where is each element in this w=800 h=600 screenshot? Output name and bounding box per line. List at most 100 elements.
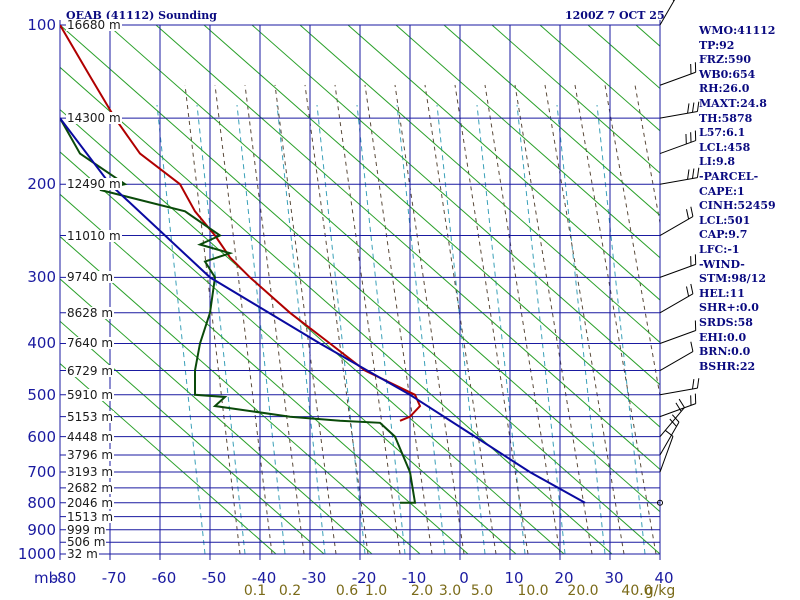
mixing-ratio-label: 40.0 bbox=[621, 583, 653, 599]
barb-staff bbox=[659, 263, 696, 278]
sounding-index: LCL:458 bbox=[699, 140, 751, 154]
mixing-ratio-label: 10.0 bbox=[517, 583, 549, 599]
mixing-ratio-lines bbox=[156, 104, 646, 554]
pressure-tick-label: 400 bbox=[27, 334, 56, 353]
barb-feather bbox=[671, 414, 680, 423]
mixing-ratio-unit: g/kg bbox=[644, 583, 676, 599]
pressure-tick-label: 900 bbox=[27, 520, 56, 539]
height-label: 2682 m bbox=[66, 480, 115, 495]
barb-feather bbox=[692, 379, 695, 390]
wind-barb bbox=[659, 378, 700, 396]
sounding-index: WB0:654 bbox=[699, 67, 756, 81]
dry-adiabat-line bbox=[60, 235, 421, 554]
barb-feather bbox=[696, 378, 700, 389]
sounding-index: CAP:9.7 bbox=[699, 228, 748, 242]
sounding-index: WMO:41112 bbox=[699, 24, 776, 37]
sounding-line-3 bbox=[60, 117, 586, 504]
barb-feather bbox=[675, 402, 682, 412]
barb-staff bbox=[659, 330, 696, 344]
wind-barb bbox=[659, 283, 694, 314]
dry-adiabat-line bbox=[299, 25, 660, 344]
mixing-ratio-line bbox=[276, 104, 326, 554]
height-label: 506 m bbox=[66, 535, 107, 550]
sounding-index: -PARCEL- bbox=[699, 170, 759, 183]
temperature-tick-label: 40 bbox=[654, 569, 674, 587]
sounding-index: BRN:0.0 bbox=[699, 345, 751, 359]
height-label: 14300 m bbox=[66, 111, 122, 126]
barb-staff bbox=[659, 216, 694, 236]
dry-adiabat-line bbox=[203, 25, 660, 428]
temperature-tick-label: -20 bbox=[351, 569, 377, 587]
wind-barb bbox=[659, 398, 685, 437]
barb-staff bbox=[659, 0, 676, 26]
sounding-index: CINH:52459 bbox=[699, 199, 776, 213]
chart-title: OEAB (41112) Sounding bbox=[66, 9, 217, 22]
moist-adiabat-line bbox=[574, 84, 657, 554]
barb-feather bbox=[692, 168, 695, 179]
barb-feather bbox=[690, 283, 694, 294]
pressure-tick-label: 700 bbox=[27, 463, 56, 482]
temperature-tick-label: 10 bbox=[504, 569, 524, 587]
barb-feather bbox=[686, 286, 690, 297]
height-label: 32 m bbox=[66, 547, 99, 561]
height-label: 16680 m bbox=[66, 18, 122, 32]
mixing-ratio-label: 20.0 bbox=[567, 583, 599, 599]
mixing-ratio-label: 2.0 bbox=[410, 583, 434, 599]
height-label: 12490 m bbox=[66, 177, 122, 192]
mixing-ratio-line bbox=[196, 104, 246, 554]
moist-adiabat-line bbox=[364, 84, 433, 554]
temperature-tick-label: -60 bbox=[151, 569, 177, 587]
moist-adiabat-line bbox=[454, 84, 529, 554]
moist-adiabat-line bbox=[334, 84, 401, 554]
dry-adiabat-line bbox=[539, 25, 660, 132]
pressure-tick-label: 600 bbox=[27, 427, 56, 446]
sounding-index: FRZ:590 bbox=[699, 53, 752, 67]
temperature-tick-label: -30 bbox=[301, 569, 327, 587]
wind-barb bbox=[659, 0, 676, 26]
barb-feather bbox=[669, 418, 677, 427]
dry-adiabat-line bbox=[155, 25, 660, 471]
moist-adiabat-lines bbox=[184, 84, 660, 554]
wind-barbs bbox=[657, 0, 700, 506]
dry-adiabat-line bbox=[780, 25, 800, 554]
dry-adiabat-line bbox=[60, 151, 517, 554]
dry-adiabat-line bbox=[395, 25, 660, 259]
barb-staff bbox=[659, 293, 694, 314]
mixing-ratio-label: 1.0 bbox=[364, 583, 388, 599]
temperature-tick-label: -70 bbox=[101, 569, 127, 587]
pressure-tick-label: 200 bbox=[27, 175, 56, 194]
moist-adiabat-line bbox=[304, 84, 369, 554]
isotherm-lines bbox=[59, 20, 661, 560]
chart-datetime: 1200Z 7 OCT 25 bbox=[565, 9, 665, 22]
dry-adiabat-line bbox=[60, 362, 277, 554]
sounding-line-2 bbox=[60, 117, 417, 504]
barb-feather bbox=[686, 209, 690, 220]
moist-adiabat-line bbox=[604, 84, 660, 399]
mixing-ratio-line bbox=[596, 104, 646, 554]
sounding-index: SHR+:0.0 bbox=[699, 301, 759, 315]
wind-barb bbox=[659, 341, 694, 371]
wind-barb bbox=[659, 414, 680, 456]
mixing-ratio-label: 5.0 bbox=[470, 583, 494, 599]
mixing-ratio-line bbox=[396, 104, 446, 554]
wind-barb bbox=[659, 206, 694, 236]
sounding-index: LCL:501 bbox=[699, 213, 751, 227]
temperature-tick-label: 20 bbox=[554, 569, 574, 587]
mixing-ratio-line bbox=[316, 104, 366, 554]
sounding-index: L57:6.1 bbox=[699, 126, 746, 140]
barb-feather bbox=[690, 341, 694, 352]
wind-barb bbox=[659, 167, 700, 185]
sounding-index: -WIND- bbox=[699, 257, 745, 271]
sounding-line-1 bbox=[60, 25, 422, 422]
mixing-ratio-label: 3.0 bbox=[438, 583, 462, 599]
dry-adiabat-line bbox=[443, 25, 660, 217]
dry-adiabat-line bbox=[60, 278, 373, 554]
barb-staff bbox=[659, 403, 696, 418]
barb-staff bbox=[659, 421, 680, 456]
dry-adiabat-line bbox=[491, 25, 660, 174]
pressure-tick-label: 1000 bbox=[17, 545, 56, 563]
height-label: 3193 m bbox=[66, 465, 115, 480]
pressure-tick-label: 300 bbox=[27, 268, 56, 287]
barb-staff bbox=[659, 387, 698, 396]
